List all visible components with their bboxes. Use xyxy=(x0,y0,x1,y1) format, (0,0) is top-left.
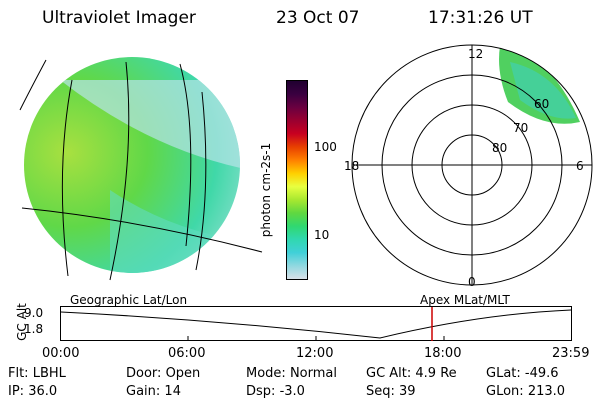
status-glat: GLat: -49.6 xyxy=(486,366,559,381)
status-gain: Gain: 14 xyxy=(126,384,181,399)
mlt-label-6: 6 xyxy=(576,159,584,173)
time-tick-1800: 18:00 xyxy=(424,346,462,361)
colorbar-tick-10: 10 xyxy=(314,228,330,242)
strip-left-title: Geographic Lat/Lon xyxy=(70,293,188,307)
time-label: 17:31:26 UT xyxy=(428,8,533,28)
polar-plot: 12 18 6 0 60 70 80 xyxy=(344,44,593,289)
polar-grid xyxy=(351,44,593,286)
status-door: Door: Open xyxy=(126,366,201,381)
lat-label-80: 80 xyxy=(492,141,507,155)
status-dsp: Dsp: -3.0 xyxy=(246,384,305,399)
strip-ytick-1-8: 1.8 xyxy=(24,322,44,336)
colorbar-gradient xyxy=(287,81,307,279)
altitude-curve xyxy=(60,309,572,339)
strip-frame xyxy=(60,306,572,341)
lat-lon-grid xyxy=(19,59,263,281)
strip-ytick-9: 9.0 xyxy=(24,306,44,320)
status-ip: IP: 36.0 xyxy=(8,384,58,399)
time-tick-0600: 06:00 xyxy=(168,346,206,361)
time-tick-2359: 23:59 xyxy=(552,346,590,361)
mlt-label-12: 12 xyxy=(468,47,483,61)
status-glon: GLon: 213.0 xyxy=(486,384,566,399)
colorbar xyxy=(286,80,308,280)
lat-label-70: 70 xyxy=(513,121,528,135)
status-seq: Seq: 39 xyxy=(366,384,416,399)
status-mode: Mode: Normal xyxy=(246,366,337,381)
colorbar-tick-100: 100 xyxy=(314,140,337,154)
strip-right-title: Apex MLat/MLT xyxy=(420,293,510,307)
instrument-title: Ultraviolet Imager xyxy=(42,8,196,28)
mlt-label-0: 0 xyxy=(468,275,476,289)
auroral-data-patch xyxy=(499,46,580,124)
geographic-image xyxy=(19,57,263,281)
status-gc-alt: GC Alt: 4.9 Re xyxy=(366,366,457,381)
altitude-strip-plot xyxy=(60,306,572,341)
strip-time-ticks xyxy=(187,336,445,341)
lat-label-60: 60 xyxy=(534,97,549,111)
colorbar-unit-label: photon cm-2s-1 xyxy=(259,142,273,238)
time-tick-1200: 12:00 xyxy=(296,346,334,361)
status-filter: Flt: LBHL xyxy=(8,366,66,381)
date-label: 23 Oct 07 xyxy=(276,8,360,28)
time-tick-0000: 00:00 xyxy=(42,346,80,361)
mlt-label-18: 18 xyxy=(344,159,359,173)
earth-disk xyxy=(24,57,240,273)
